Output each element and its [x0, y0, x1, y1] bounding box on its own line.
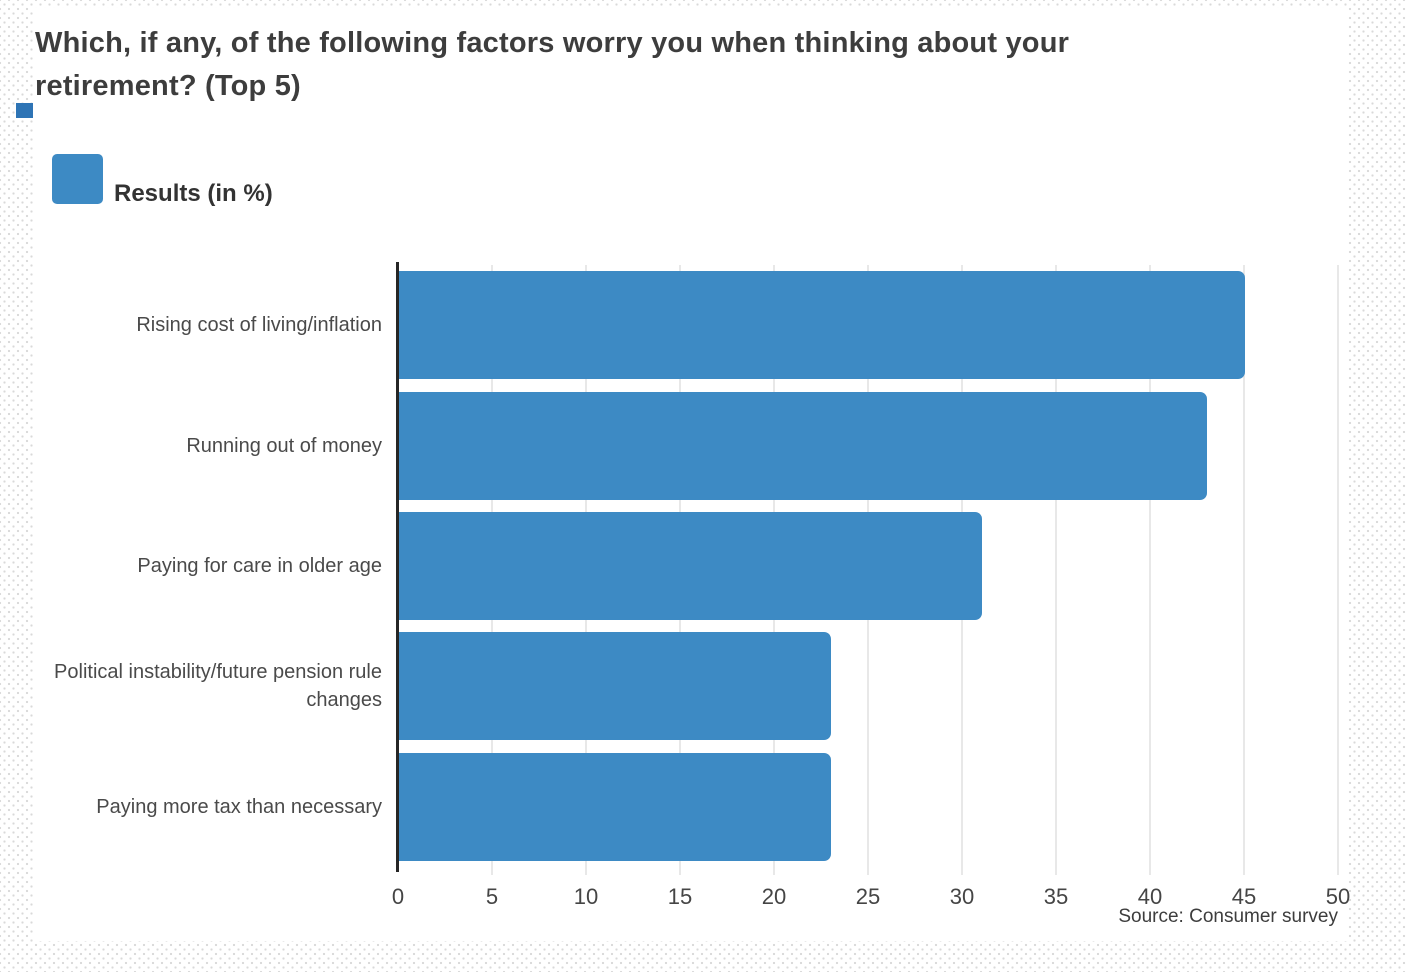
- bar: [399, 271, 1245, 380]
- gridline: [1055, 265, 1057, 875]
- y-axis-line: [396, 262, 399, 872]
- source-label: Source: Consumer survey: [1118, 906, 1338, 927]
- x-tick-label: 5: [485, 884, 499, 909]
- bar: [399, 512, 982, 620]
- x-tick-label: 0: [391, 884, 405, 909]
- gridline: [1243, 265, 1245, 875]
- category-label: Political instability/future pension rul…: [54, 661, 382, 712]
- x-tick-label: 35: [1043, 884, 1069, 909]
- bar: [399, 632, 832, 741]
- bar: [399, 391, 1208, 500]
- bar: [399, 752, 832, 861]
- chart-title: Which, if any, of the following factors …: [35, 27, 1070, 102]
- category-label: Paying more tax than necessary: [96, 795, 382, 818]
- gridline: [1337, 265, 1339, 875]
- category-label: Paying for care in older age: [137, 554, 382, 577]
- accent-square-icon: [16, 103, 33, 118]
- category-label: Rising cost of living/inflation: [136, 314, 382, 337]
- x-tick-label: 25: [855, 884, 881, 909]
- legend-swatch-icon: [52, 154, 103, 204]
- x-tick-label: 45: [1231, 884, 1257, 909]
- x-tick-label: 20: [761, 884, 787, 909]
- gridline: [1149, 265, 1151, 875]
- category-label: Running out of money: [186, 434, 382, 457]
- x-tick-label: 50: [1325, 884, 1351, 909]
- x-tick-label: 30: [949, 884, 975, 909]
- x-tick-label: 10: [573, 884, 599, 909]
- x-tick-label: 40: [1137, 884, 1163, 909]
- x-tick-label: 15: [667, 884, 693, 909]
- legend-label: Results (in %): [114, 180, 273, 207]
